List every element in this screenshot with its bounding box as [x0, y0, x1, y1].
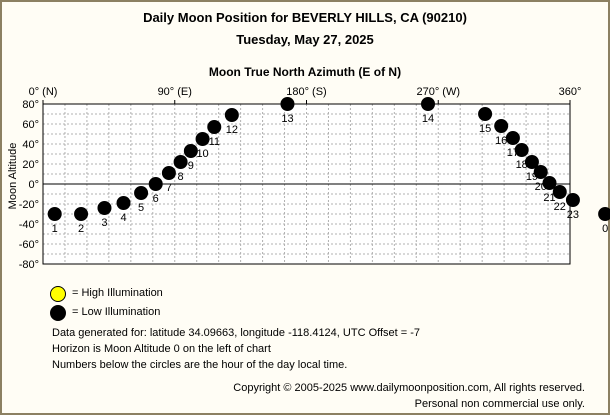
- moon-point-hour-19: [524, 155, 539, 169]
- x-tick-label: 360°: [559, 86, 582, 98]
- hour-label: 23: [567, 209, 579, 221]
- hour-label: 1: [52, 223, 58, 235]
- info-hours: Numbers below the circles are the hour o…: [52, 359, 348, 371]
- hour-label: 6: [153, 193, 159, 205]
- moon-point-hour-21: [542, 176, 557, 190]
- moon-point-hour-7: [161, 166, 176, 180]
- x-tick-label: 270° (W): [416, 86, 460, 98]
- chart-title: Daily Moon Position for BEVERLY HILLS, C…: [143, 10, 467, 25]
- moon-point-hour-14: [421, 97, 436, 111]
- chart-subtitle: Tuesday, May 27, 2025: [236, 32, 374, 47]
- copyright-line: Copyright © 2005-2025 www.dailymoonposit…: [233, 382, 585, 394]
- moon-point-hour-23: [565, 193, 580, 207]
- moon-point-hour-8: [173, 155, 188, 169]
- y-tick-label: 40°: [22, 139, 39, 151]
- info-location: Data generated for: latitude 34.09663, l…: [52, 327, 421, 339]
- y-tick-label: -20°: [19, 199, 39, 211]
- y-tick-label: -60°: [19, 239, 39, 251]
- hour-label: 15: [479, 123, 491, 135]
- hour-label: 18: [516, 159, 528, 171]
- y-tick-label: 80°: [22, 99, 39, 111]
- moon-position-chart: 0° (N) 90° (E) 180° (S) 270° (W) 360°80°60°4…: [19, 86, 610, 271]
- legend-low-label: = Low Illumination: [72, 306, 161, 318]
- moon-point-hour-4: [116, 196, 131, 210]
- hour-label: 21: [543, 192, 555, 204]
- y-tick-label: -40°: [19, 219, 39, 231]
- y-tick-label: 20°: [22, 159, 39, 171]
- copyright-usage: Personal non commercial use only.: [414, 398, 585, 410]
- hour-label: 10: [196, 148, 208, 160]
- moon-point-hour-16: [494, 119, 509, 133]
- hour-label: 11: [209, 136, 220, 148]
- x-tick-label: 0° (N): [29, 86, 58, 98]
- moon-point-hour-0: [598, 207, 610, 221]
- hour-label: 12: [226, 124, 238, 136]
- moon-point-hour-20: [533, 165, 548, 179]
- hour-label: 16: [495, 135, 507, 147]
- hour-label: 4: [120, 212, 126, 224]
- hour-label: 7: [166, 182, 172, 194]
- hour-label: 13: [281, 113, 293, 125]
- moon-point-hour-13: [280, 97, 295, 111]
- x-tick-label: 180° (S): [286, 86, 326, 98]
- moon-point-hour-1: [47, 207, 62, 221]
- moon-point-hour-17: [505, 131, 520, 145]
- x-axis-title: Moon True North Azimuth (E of N): [208, 65, 402, 79]
- moon-point-hour-11: [207, 120, 222, 134]
- hour-label: 5: [138, 202, 144, 214]
- info-horizon: Horizon is Moon Altitude 0 on the left o…: [52, 343, 271, 355]
- hour-label: 8: [178, 171, 184, 183]
- y-tick-label: 60°: [22, 119, 39, 131]
- y-tick-label: -80°: [19, 259, 39, 271]
- hour-label: 14: [422, 113, 434, 125]
- x-tick-label: 90° (E): [158, 86, 192, 98]
- moon-point-hour-5: [134, 186, 149, 200]
- moon-point-hour-15: [478, 107, 493, 121]
- moon-point-hour-3: [97, 201, 112, 215]
- moon-point-hour-18: [514, 143, 529, 157]
- hour-label: 9: [188, 160, 194, 172]
- moon-point-hour-22: [552, 185, 567, 199]
- moon-point-hour-6: [148, 177, 163, 191]
- hour-label: 22: [554, 201, 566, 213]
- moon-point-hour-10: [195, 132, 210, 146]
- y-tick-label: 0°: [28, 179, 39, 191]
- moon-point-hour-2: [74, 207, 89, 221]
- legend-high-label: = High Illumination: [72, 287, 163, 299]
- hour-label: 2: [78, 223, 84, 235]
- high-illumination-swatch: [50, 286, 66, 302]
- low-illumination-swatch: [50, 305, 66, 321]
- hour-label: 3: [101, 217, 107, 229]
- moon-point-hour-12: [224, 108, 239, 122]
- hour-label: 0: [602, 223, 608, 235]
- moon-point-hour-9: [183, 144, 198, 158]
